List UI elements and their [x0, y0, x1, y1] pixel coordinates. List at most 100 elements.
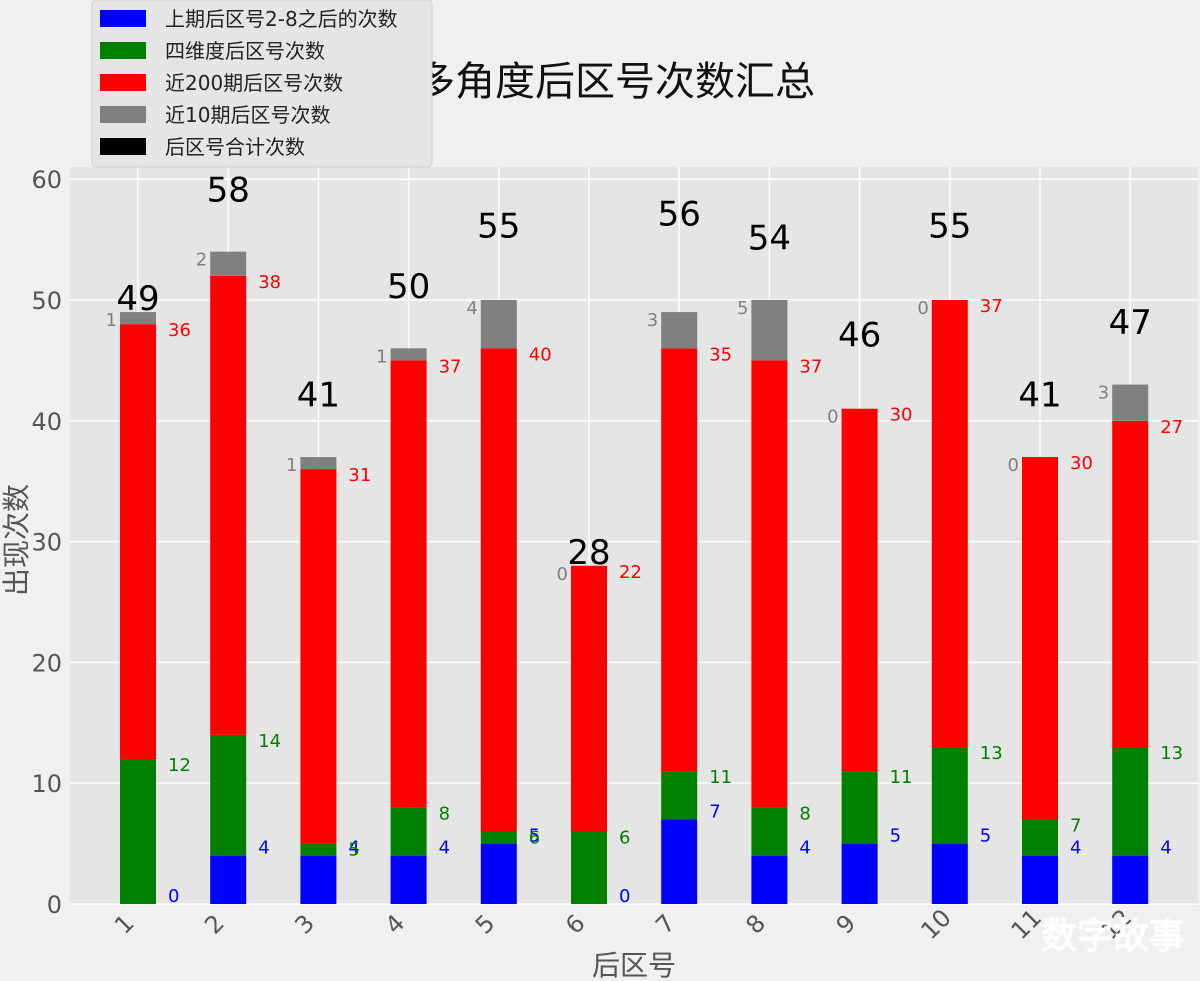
bar-segment-green — [390, 807, 427, 856]
red-value-label: 30 — [1070, 453, 1093, 474]
green-value-label: 12 — [168, 755, 191, 776]
y-tick-label: 50 — [31, 287, 62, 315]
red-value-label: 27 — [1160, 417, 1183, 438]
gray-value-label: 3 — [647, 310, 658, 331]
gray-value-label: 0 — [917, 298, 928, 319]
blue-value-label: 5 — [890, 826, 901, 847]
watermark: 数字故事 — [1041, 916, 1185, 957]
legend-label: 上期后区号2-8之后的次数 — [165, 7, 398, 31]
gray-value-label: 1 — [376, 346, 387, 367]
bar-segment-green — [1022, 819, 1058, 856]
bar-segment-red — [931, 300, 968, 747]
legend-label: 后区号合计次数 — [165, 135, 305, 159]
bar-segment-red — [571, 565, 607, 832]
total-value-label: 49 — [116, 279, 159, 319]
bar-segment-blue — [390, 855, 427, 904]
plot-area — [70, 167, 1198, 904]
blue-value-label: 5 — [980, 826, 991, 847]
red-value-label: 36 — [168, 320, 191, 341]
blue-value-label: 0 — [619, 886, 630, 907]
bar-segment-gray — [661, 312, 698, 349]
y-ticks: 0 10 20 30 40 50 60 — [31, 166, 62, 919]
bar-segment-gray — [120, 312, 156, 325]
bar-segment-red — [1022, 457, 1058, 820]
x-tick-label: 9 — [831, 909, 862, 940]
bar-segment-red — [210, 275, 247, 735]
y-tick-label: 60 — [31, 166, 62, 194]
total-value-label: 50 — [387, 267, 430, 307]
gray-value-label: 5 — [737, 298, 748, 319]
total-value-label: 41 — [297, 376, 340, 416]
gray-value-label: 1 — [286, 455, 297, 476]
legend-box — [91, 0, 433, 168]
green-value-label: 5 — [348, 840, 359, 861]
y-tick-label: 30 — [31, 529, 62, 557]
red-value-label: 37 — [439, 356, 462, 377]
bar-segment-green — [210, 734, 247, 856]
bar-segment-gray — [390, 348, 427, 361]
x-ticks: 1 2 3 4 5 6 7 8 9 10 11 12 — [109, 904, 1137, 945]
y-axis-label: 出现次数 — [0, 484, 33, 596]
total-value-label: 28 — [567, 533, 610, 573]
bar-segment-red — [751, 360, 788, 808]
bar-segment-gray — [210, 251, 247, 276]
red-value-label: 37 — [799, 356, 822, 377]
green-value-label: 7 — [1070, 815, 1081, 836]
blue-value-label: 4 — [799, 838, 810, 859]
x-tick-label: 1 — [109, 909, 140, 940]
total-value-label: 54 — [748, 219, 791, 259]
bar-segment-gray — [480, 300, 517, 349]
gray-value-label: 4 — [466, 298, 477, 319]
red-value-label: 38 — [258, 272, 281, 293]
bar-segment-blue — [841, 843, 878, 904]
segment-labels: 0123614143824531148371564040622071135348… — [106, 250, 1184, 907]
blue-value-label: 7 — [709, 801, 720, 822]
green-value-label: 8 — [799, 803, 810, 824]
total-value-label: 47 — [1109, 303, 1152, 343]
x-tick-label: 2 — [199, 909, 230, 940]
legend-label: 四维度后区号次数 — [165, 39, 325, 63]
green-value-label: 11 — [709, 767, 732, 788]
green-value-label: 13 — [980, 743, 1003, 764]
bar-segment-red — [300, 469, 337, 844]
bar-segment-green — [1112, 746, 1149, 856]
x-axis-label: 后区号 — [592, 949, 676, 981]
bar-segment-blue — [1022, 855, 1058, 904]
blue-value-label: 5 — [529, 826, 540, 847]
legend-swatch — [100, 42, 146, 59]
total-value-label: 56 — [658, 195, 701, 235]
green-value-label: 6 — [529, 828, 540, 849]
x-tick-label: 7 — [650, 909, 681, 940]
blue-value-label: 4 — [1070, 838, 1081, 859]
bar-segment-red — [841, 408, 878, 772]
total-value-label: 55 — [928, 207, 971, 247]
bar-segment-blue — [300, 855, 337, 904]
total-value-label: 55 — [477, 207, 520, 247]
y-tick-label: 10 — [31, 770, 62, 798]
blue-value-label: 4 — [348, 838, 359, 859]
gray-value-label: 3 — [1098, 383, 1109, 404]
green-value-label: 6 — [619, 828, 630, 849]
x-tick-label: 5 — [470, 909, 501, 940]
blue-value-label: 4 — [439, 838, 450, 859]
bar-segment-blue — [1112, 855, 1149, 904]
bar-segment-green — [480, 831, 517, 844]
bar-segment-red — [120, 324, 156, 760]
legend: 上期后区号2-8之后的次数四维度后区号次数近200期后区号次数近10期后区号次数… — [91, 0, 433, 168]
bar-segment-green — [751, 807, 788, 856]
x-tick-label: 4 — [380, 909, 411, 940]
legend-swatch — [100, 74, 146, 91]
red-value-label: 31 — [348, 465, 371, 486]
y-tick-label: 40 — [31, 408, 62, 436]
gray-value-label: 0 — [827, 407, 838, 428]
red-value-label: 22 — [619, 562, 642, 583]
bars — [120, 251, 1149, 904]
bar-segment-green — [300, 843, 337, 856]
x-tick-label: 3 — [289, 909, 320, 940]
bar-segment-blue — [480, 843, 517, 904]
bar-segment-green — [841, 771, 878, 844]
blue-value-label: 4 — [1160, 838, 1171, 859]
bar-segment-gray — [751, 300, 788, 361]
